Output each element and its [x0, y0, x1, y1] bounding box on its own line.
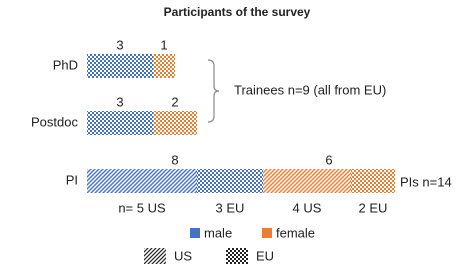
legend-label: EU: [256, 248, 274, 263]
bar-segment: [87, 169, 197, 193]
value-label: 6: [325, 152, 332, 167]
legend-swatch: [190, 228, 200, 238]
segment-label: 3 EU: [216, 200, 245, 215]
bar-segment: [351, 169, 395, 193]
value-label: 2: [171, 94, 178, 109]
value-label: 3: [116, 94, 123, 109]
segment-label: 4 US: [293, 200, 322, 215]
legend-label: male: [204, 225, 232, 240]
y-tick-label: PI: [66, 172, 78, 187]
value-label: 8: [171, 152, 178, 167]
bar-segment: [153, 54, 175, 78]
bar-segment: [87, 111, 153, 135]
segment-label: n= 5 US: [118, 200, 166, 215]
legend-swatch: [226, 248, 248, 264]
value-label: 3: [116, 37, 123, 52]
brace: [207, 59, 220, 123]
y-tick-label: Postdoc: [31, 114, 78, 129]
bar-segment: [87, 54, 153, 78]
segment-label: 2 EU: [359, 200, 388, 215]
legend-swatch: [144, 248, 166, 264]
legend-swatch: [262, 228, 272, 238]
legend-label: US: [174, 248, 192, 263]
annotation: Trainees n=9 (all from EU): [234, 82, 386, 97]
bar-segment: [263, 169, 351, 193]
bar-segment: [153, 111, 197, 135]
chart-title: Participants of the survey: [164, 5, 311, 19]
annotation: PIs n=14: [400, 174, 452, 189]
legend-label: female: [276, 225, 315, 240]
value-label: 1: [160, 37, 167, 52]
y-tick-label: PhD: [53, 57, 78, 72]
bar-segment: [197, 169, 263, 193]
